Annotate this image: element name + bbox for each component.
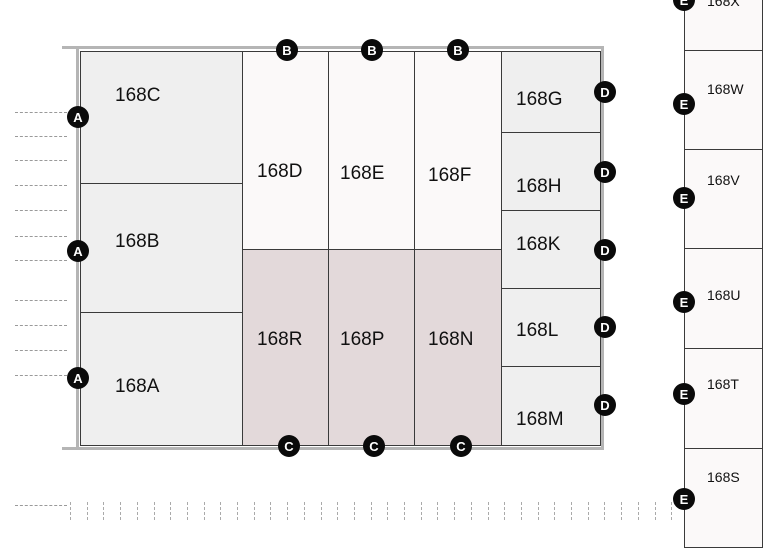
entrance-marker-b: B xyxy=(361,39,383,61)
parking-stripe xyxy=(136,502,138,520)
entrance-marker-b: B xyxy=(276,39,298,61)
entrance-marker-b: B xyxy=(447,39,469,61)
unit-168t[interactable]: 168T xyxy=(684,348,763,449)
parking-stripe xyxy=(387,502,389,520)
parking-stripe xyxy=(15,185,67,186)
parking-stripe xyxy=(15,350,67,351)
unit-168s[interactable]: 168S xyxy=(684,448,763,548)
unit-168x[interactable]: 168X xyxy=(684,0,763,51)
parking-stripe xyxy=(15,112,67,113)
parking-stripe xyxy=(370,502,372,520)
unit-168g[interactable]: 168G xyxy=(501,51,601,133)
unit-168e[interactable]: 168E xyxy=(328,51,415,250)
unit-168b[interactable]: 168B xyxy=(80,183,243,313)
parking-stripe xyxy=(520,502,522,520)
parking-stripe xyxy=(404,502,405,520)
parking-stripe xyxy=(15,300,67,301)
parking-stripe xyxy=(15,505,67,506)
unit-168p[interactable]: 168P xyxy=(328,249,415,446)
parking-stripe xyxy=(270,502,272,520)
parking-stripe xyxy=(15,136,67,137)
unit-168m[interactable]: 168M xyxy=(501,366,601,446)
unit-168l[interactable]: 168L xyxy=(501,288,601,367)
entrance-marker-c: C xyxy=(278,435,300,457)
parking-stripe xyxy=(186,502,188,520)
outer-wall-bottom xyxy=(62,447,604,450)
parking-stripe xyxy=(15,325,67,326)
parking-stripe xyxy=(153,502,155,520)
parking-stripe xyxy=(70,502,71,520)
entrance-marker-a: A xyxy=(67,367,89,389)
parking-stripe xyxy=(621,502,623,520)
parking-stripe xyxy=(220,502,222,520)
entrance-marker-d: D xyxy=(594,81,616,103)
parking-stripe xyxy=(15,375,67,376)
parking-stripe xyxy=(253,502,255,520)
parking-stripe xyxy=(654,502,656,520)
unit-168w[interactable]: 168W xyxy=(684,50,763,150)
unit-168h[interactable]: 168H xyxy=(501,132,601,211)
unit-168c[interactable]: 168C xyxy=(80,51,243,184)
entrance-marker-d: D xyxy=(594,394,616,416)
entrance-marker-e: E xyxy=(673,93,695,115)
unit-168d[interactable]: 168D xyxy=(242,51,329,250)
parking-stripe xyxy=(454,502,456,520)
unit-168v[interactable]: 168V xyxy=(684,149,763,249)
unit-168n[interactable]: 168N xyxy=(414,249,502,446)
entrance-marker-c: C xyxy=(363,435,385,457)
parking-stripe xyxy=(353,502,355,520)
parking-stripe xyxy=(303,502,305,520)
unit-168k[interactable]: 168K xyxy=(501,210,601,289)
parking-stripe xyxy=(15,236,67,237)
unit-168u[interactable]: 168U xyxy=(684,248,763,349)
parking-stripe xyxy=(120,502,122,520)
entrance-marker-e: E xyxy=(673,291,695,313)
parking-stripe xyxy=(86,502,88,520)
parking-stripe xyxy=(15,160,67,161)
parking-stripe xyxy=(437,502,439,520)
parking-stripe xyxy=(470,502,472,520)
entrance-marker-c: C xyxy=(450,435,472,457)
entrance-marker-d: D xyxy=(594,239,616,261)
parking-stripe xyxy=(504,502,506,520)
entrance-marker-d: D xyxy=(594,316,616,338)
parking-stripe xyxy=(237,502,238,520)
entrance-marker-d: D xyxy=(594,161,616,183)
parking-stripe xyxy=(571,502,572,520)
entrance-marker-a: A xyxy=(67,240,89,262)
parking-stripe xyxy=(15,260,67,261)
parking-stripe xyxy=(337,502,339,520)
entrance-marker-a: A xyxy=(67,106,89,128)
parking-stripe xyxy=(320,502,322,520)
entrance-marker-e: E xyxy=(673,488,695,510)
parking-stripe xyxy=(15,210,67,211)
parking-stripe xyxy=(604,502,606,520)
unit-168a[interactable]: 168A xyxy=(80,312,243,446)
unit-168r[interactable]: 168R xyxy=(242,249,329,446)
parking-stripe xyxy=(671,502,673,520)
entrance-marker-e: E xyxy=(673,383,695,405)
parking-stripe xyxy=(587,502,589,520)
entrance-marker-e: E xyxy=(673,0,695,11)
parking-stripe xyxy=(637,502,639,520)
parking-stripe xyxy=(554,502,556,520)
parking-stripe xyxy=(537,502,539,520)
parking-stripe xyxy=(487,502,489,520)
outer-wall-top xyxy=(62,46,604,49)
parking-stripe xyxy=(203,502,205,520)
parking-stripe xyxy=(420,502,422,520)
parking-stripe xyxy=(103,502,105,520)
parking-stripe xyxy=(170,502,172,520)
entrance-marker-e: E xyxy=(673,187,695,209)
unit-168f[interactable]: 168F xyxy=(414,51,502,250)
parking-stripe xyxy=(287,502,289,520)
